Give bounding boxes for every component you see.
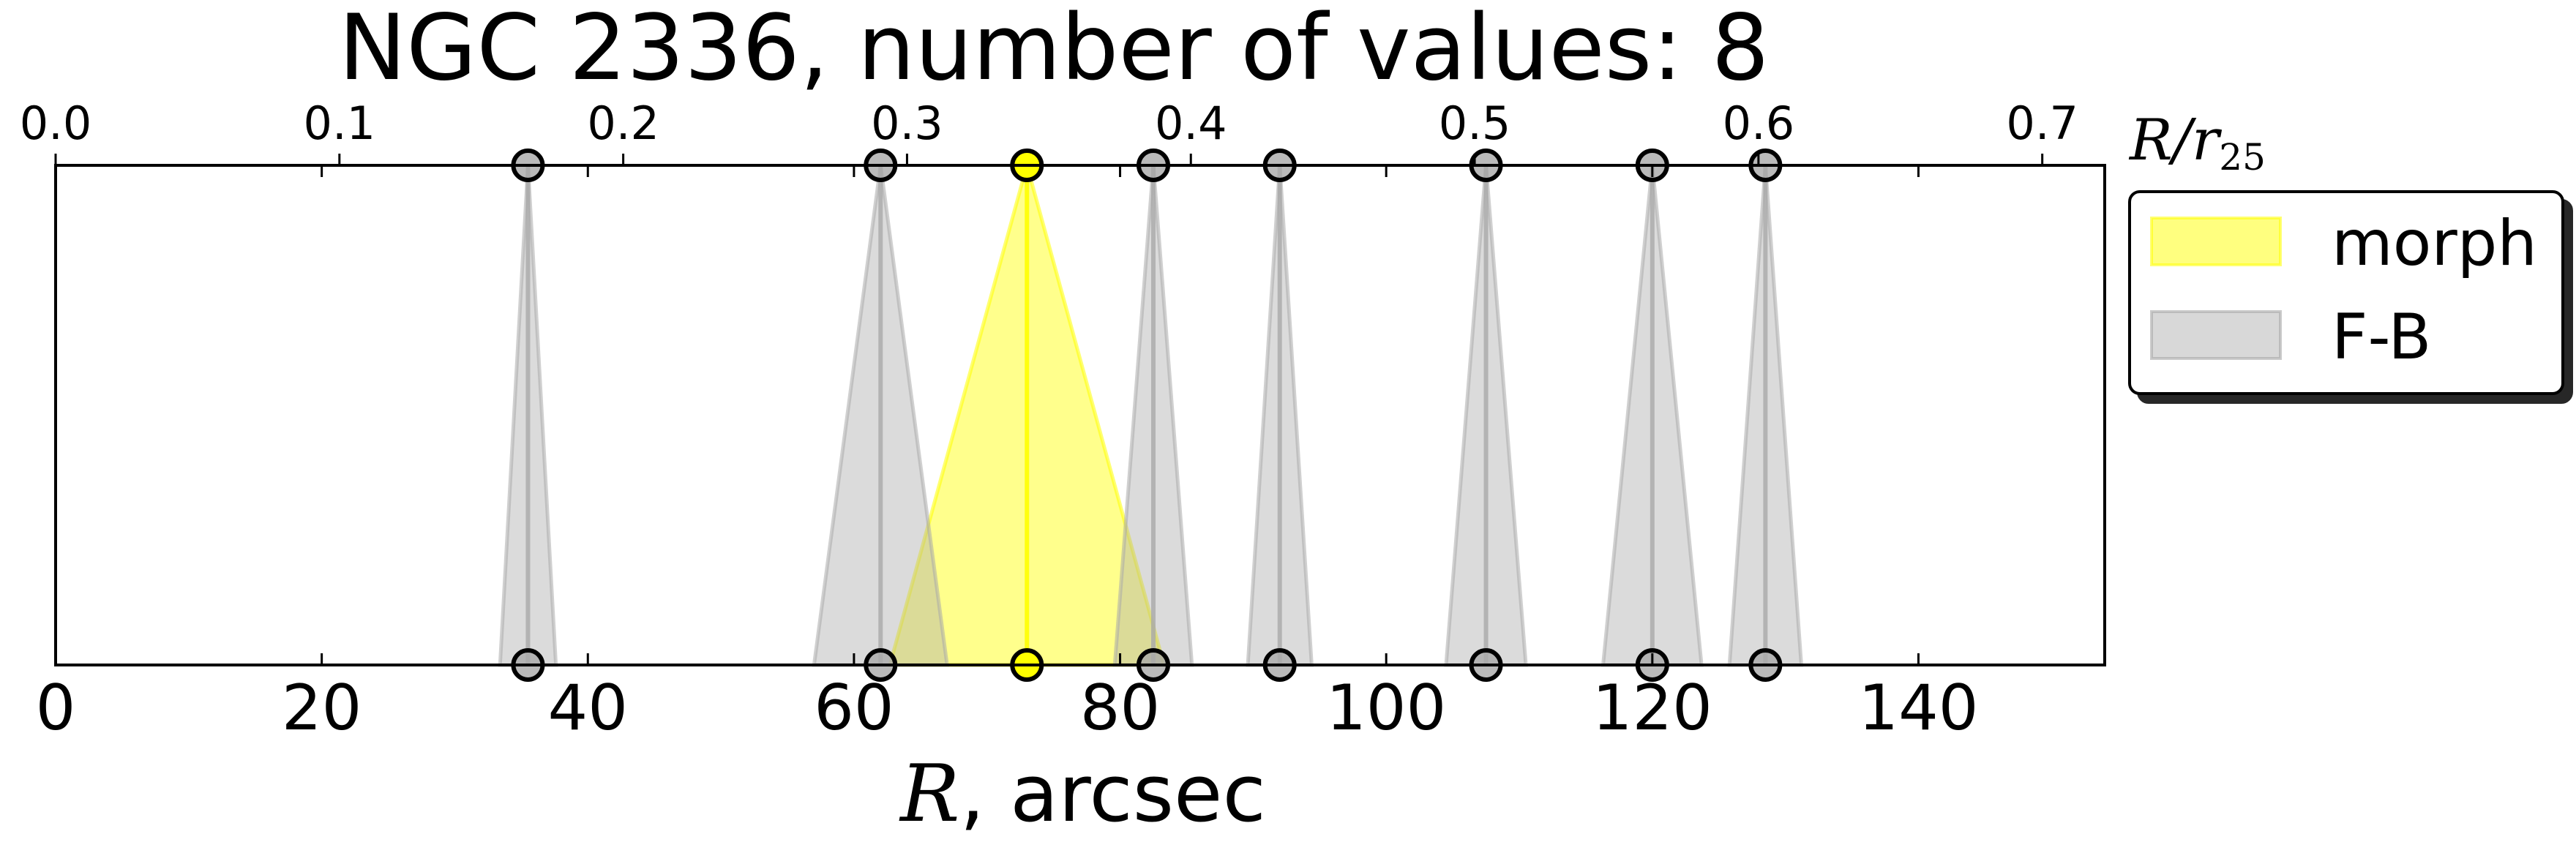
point-f-b-6	[1727, 149, 1804, 682]
top-axis-label-main: R/r	[2128, 108, 2223, 173]
top-axis: 0.0 0.1 0.2 0.3 0.4 0.5 0.6 0.7	[20, 97, 2078, 165]
x-tick-label: 100	[1326, 672, 1446, 745]
bottom-axis: 0 20 40 60 80 100 120 140	[36, 165, 1979, 745]
x-tick-label: 80	[1080, 672, 1160, 745]
legend-swatch-morph	[2150, 217, 2282, 266]
legend: morph F-B	[2128, 190, 2564, 395]
top-axis-label-sub: 25	[2219, 136, 2266, 179]
top-tick-label: 0.7	[2006, 97, 2078, 150]
x-tick-label: 60	[814, 672, 894, 745]
legend-label-morph: morph	[2332, 207, 2537, 280]
top-tick-label: 0.1	[304, 97, 376, 150]
top-tick-label: 0.6	[1723, 97, 1795, 150]
x-tick-label: 0	[36, 672, 76, 745]
x-tick-label: 20	[282, 672, 362, 745]
top-tick-label: 0.2	[587, 97, 659, 150]
x-axis-label-rest: , arcsec	[959, 748, 1265, 840]
legend-label-fb: F-B	[2332, 301, 2431, 374]
plot-background	[56, 165, 2105, 665]
x-axis-label-italic: R	[899, 748, 959, 840]
top-tick-label: 0.0	[20, 97, 92, 150]
series-layer	[498, 149, 1804, 682]
top-axis-label: R/r25	[2128, 108, 2266, 179]
top-tick-label: 0.3	[871, 97, 943, 150]
plot-area	[54, 149, 2106, 682]
top-tick-label: 0.4	[1155, 97, 1227, 150]
x-tick-label: 40	[548, 672, 628, 745]
x-tick-label: 120	[1592, 672, 1712, 745]
plot-frame	[54, 164, 2106, 666]
x-axis-label: R, arcsec	[899, 748, 1266, 840]
x-tick-label: 140	[1858, 672, 1978, 745]
top-tick-label: 0.5	[1439, 97, 1511, 150]
legend-swatch-fb	[2150, 310, 2282, 360]
chart-title: NGC 2336, number of values: 8	[339, 0, 1770, 101]
